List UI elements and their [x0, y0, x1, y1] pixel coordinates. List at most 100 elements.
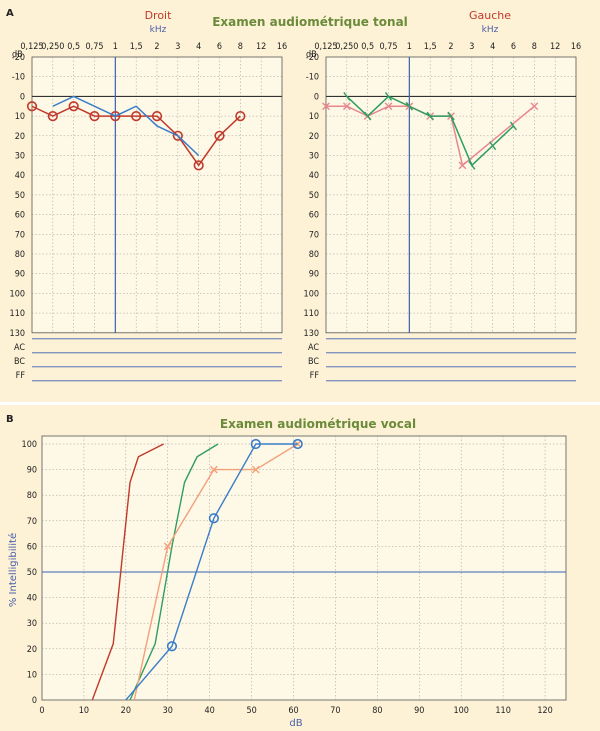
bone-point [384, 91, 393, 101]
x-tick-label: 2 [154, 42, 159, 52]
y-tick-label: 50 [27, 568, 37, 578]
y-tick-label: 50 [309, 191, 319, 201]
y-tick-label: 130 [304, 329, 319, 339]
row-label-ff: FF [16, 371, 26, 381]
x-tick-label: 8 [532, 42, 537, 52]
bone-conduction-line [52, 95, 200, 157]
x-tick-label: 60 [288, 706, 298, 716]
bone-point [405, 101, 413, 111]
bone-point [426, 111, 434, 121]
right-ear-label: Droit [145, 9, 173, 22]
y-tick-label: 30 [309, 152, 319, 162]
y-tick-label: 20 [27, 645, 37, 655]
intelligibility-curve [91, 443, 164, 701]
intelligibility-curve [125, 443, 298, 701]
vocal-title: Examen audiométrique vocal [220, 417, 416, 431]
x-tick-label: 70 [330, 706, 340, 716]
y-tick-label: 80 [27, 491, 37, 501]
y-tick-label: 10 [27, 670, 37, 680]
x-tick-label: 20 [121, 706, 131, 716]
y-tick-label: 0 [32, 696, 37, 706]
air-point [47, 110, 58, 122]
air-point [342, 102, 351, 111]
intelligibility-curve [129, 443, 219, 701]
x-tick-label: 0 [39, 706, 44, 716]
bone-point [447, 111, 455, 121]
x-tick-label: 6 [217, 42, 222, 52]
y-tick-label: -20 [12, 53, 25, 63]
tonal-title: Examen audiométrique tonal [212, 15, 408, 29]
air-point [172, 130, 183, 141]
x-tick-label: 110 [495, 706, 510, 716]
y-tick-label: 40 [15, 171, 25, 181]
x-tick-label: 3 [175, 42, 180, 52]
y-tick-label: 50 [15, 191, 25, 201]
y-tick-label: 0 [20, 92, 25, 102]
x-tick-label: 4 [196, 42, 201, 52]
air-point [214, 130, 225, 141]
y-tick-label: 130 [10, 329, 25, 339]
x-tick-label: 0,125 [20, 42, 43, 52]
bone-point [364, 111, 372, 121]
x-tick-label: 80 [372, 706, 382, 716]
x-tick-label: 8 [238, 42, 243, 52]
curve-point [208, 513, 219, 524]
x-tick-label: 12 [256, 42, 266, 52]
y-tick-label: -20 [306, 53, 319, 63]
curve-point [163, 542, 172, 551]
air-point [193, 160, 204, 171]
y-tick-label: -10 [12, 73, 25, 83]
air-point [530, 102, 539, 111]
y-tick-label: 40 [27, 594, 37, 604]
y-tick-label: 20 [15, 132, 25, 142]
y-tick-label: 100 [10, 289, 25, 299]
bone-point [343, 91, 351, 101]
bone-point [468, 160, 476, 170]
x-tick-label: 1 [407, 42, 412, 52]
y-tick-label: 10 [309, 112, 319, 122]
x-tick-label: 1,5 [130, 42, 143, 52]
y-tick-label: 0 [314, 92, 319, 102]
vocal-audiogram: 0 10 20 30 40 50 60 70 80 90 100 110 120 0 10 20 30 40 50 6… [22, 435, 567, 716]
vocal-y-axis-label: % Intelligibilité [7, 533, 19, 607]
x-tick-label: 1 [113, 42, 118, 52]
x-tick-label: 12 [550, 42, 560, 52]
x-tick-label: 50 [246, 706, 256, 716]
y-tick-label: 60 [309, 211, 319, 221]
y-tick-label: 100 [304, 289, 319, 299]
air-point [151, 110, 163, 122]
y-tick-label: 90 [27, 466, 37, 476]
curve-point [292, 438, 303, 450]
y-tick-label: 40 [309, 171, 319, 181]
y-tick-label: 10 [15, 112, 25, 122]
y-tick-label: 110 [10, 309, 25, 319]
y-tick-label: 110 [304, 309, 319, 319]
x-tick-label: 0,250 [335, 42, 358, 52]
air-point [68, 101, 79, 112]
y-tick-label: 90 [15, 270, 25, 280]
panel-a-label: A [6, 8, 14, 19]
y-tick-label: 70 [15, 230, 25, 240]
air-point [110, 110, 121, 122]
curve-point [250, 438, 261, 450]
plot-area [41, 435, 567, 701]
x-tick-label: 3 [469, 42, 474, 52]
curve-point [166, 641, 178, 652]
air-conduction-line [31, 105, 241, 167]
air-point [235, 110, 246, 122]
x-tick-label: 30 [163, 706, 173, 716]
y-tick-label: 20 [309, 132, 319, 142]
x-tick-label: 40 [205, 706, 215, 716]
y-tick-label: 30 [15, 152, 25, 162]
y-tick-label: 70 [309, 230, 319, 240]
x-tick-label: 4 [490, 42, 495, 52]
x-tick-label: 1,5 [424, 42, 437, 52]
y-tick-label: 30 [27, 619, 37, 629]
row-label-ff: FF [310, 371, 320, 381]
x-tick-label: 2 [448, 42, 453, 52]
y-tick-label: -10 [306, 73, 319, 83]
left-db-unit: dB [306, 50, 317, 60]
x-tick-label: 90 [414, 706, 424, 716]
curve-point [209, 465, 218, 474]
